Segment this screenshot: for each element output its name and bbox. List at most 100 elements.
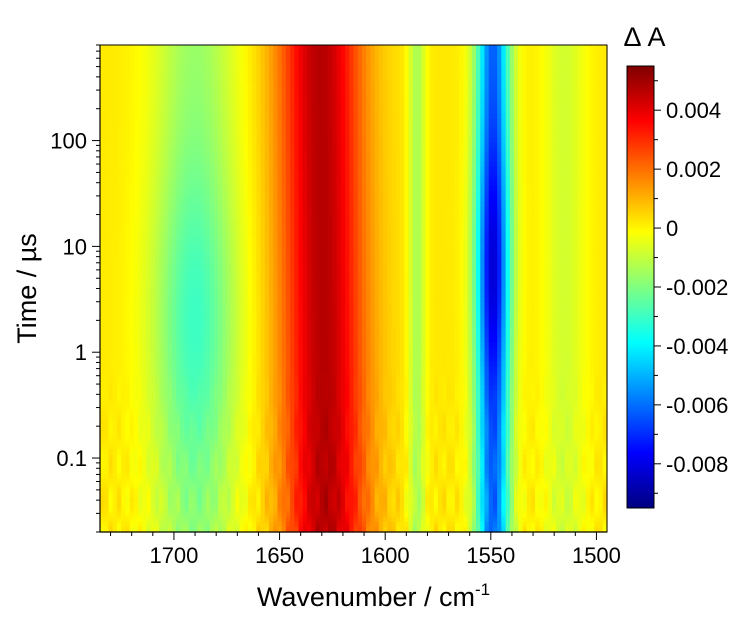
heatmap-cell (476, 230, 481, 236)
heatmap-cell (459, 45, 464, 51)
heatmap-cell (454, 205, 460, 212)
heatmap-cell (104, 230, 110, 236)
heatmap-cell (201, 176, 207, 182)
heatmap-cell (302, 181, 308, 187)
heatmap-cell (349, 234, 355, 241)
heatmap-cell (247, 137, 253, 143)
heatmap-cell (399, 45, 405, 51)
heatmap-cell (116, 108, 122, 114)
heatmap-cell (125, 171, 131, 178)
heatmap-cell (442, 166, 448, 173)
heatmap-cell (150, 103, 156, 109)
heatmap-cell (142, 171, 148, 178)
heatmap-cell (526, 108, 532, 114)
heatmap-cell (176, 210, 181, 217)
heatmap-cell (429, 137, 435, 143)
heatmap-cell (476, 225, 481, 231)
heatmap-cell (116, 161, 122, 168)
heatmap-cell (467, 122, 473, 129)
heatmap-cell (370, 98, 376, 105)
heatmap-cell (429, 161, 435, 168)
heatmap-cell (184, 239, 190, 246)
heatmap-cell (315, 98, 321, 105)
heatmap-cell (509, 230, 515, 236)
heatmap-cell (353, 239, 359, 246)
heatmap-cell (399, 230, 405, 236)
heatmap-cell (302, 186, 308, 192)
heatmap-cell (378, 132, 384, 139)
heatmap-cell (395, 54, 401, 61)
heatmap-cell (353, 108, 359, 114)
heatmap-cell (581, 137, 587, 143)
heatmap-cell (391, 49, 397, 56)
heatmap-cell (547, 234, 553, 241)
heatmap-cell (492, 59, 498, 66)
heatmap-cell (412, 127, 418, 134)
heatmap-cell (285, 108, 291, 114)
heatmap-cell (505, 205, 511, 212)
heatmap-cell (514, 93, 519, 100)
heatmap-cell (201, 93, 207, 100)
heatmap-cell (556, 215, 562, 221)
heatmap-cell (577, 220, 583, 226)
heatmap-cell (192, 59, 198, 66)
heatmap-cell (602, 200, 608, 207)
heatmap-cell (370, 152, 376, 158)
heatmap-cell (176, 113, 181, 119)
heatmap-cell (585, 132, 591, 139)
heatmap-cell (273, 98, 279, 105)
heatmap-cell (463, 205, 469, 212)
heatmap-cell (235, 88, 241, 95)
heatmap-cell (433, 234, 439, 241)
heatmap-cell (269, 176, 274, 182)
heatmap-cell (323, 186, 329, 192)
heatmap-cell (492, 45, 498, 51)
heatmap-cell (146, 171, 152, 178)
heatmap-cell (218, 59, 224, 66)
heatmap-cell (353, 118, 359, 124)
heatmap-cell (171, 98, 177, 105)
heatmap-cell (573, 171, 579, 178)
heatmap-cell (281, 93, 287, 100)
heatmap-cell (256, 220, 262, 226)
heatmap-cell (226, 54, 232, 61)
heatmap-cell (446, 176, 452, 182)
heatmap-cell (133, 152, 139, 158)
heatmap-cell (539, 191, 545, 197)
heatmap-cell (488, 74, 494, 80)
heatmap-cell (408, 205, 414, 212)
heatmap-cell (552, 59, 557, 66)
heatmap-cell (121, 54, 126, 61)
heatmap-cell (484, 186, 490, 192)
heatmap-cell (602, 176, 608, 182)
heatmap-cell (509, 215, 515, 221)
heatmap-cell (163, 113, 169, 119)
heatmap-cell (518, 239, 524, 246)
heatmap-cell (108, 195, 114, 202)
heatmap-cell (366, 127, 371, 134)
heatmap-cell (197, 239, 202, 246)
heatmap-cell (273, 171, 279, 178)
heatmap-cell (568, 93, 574, 100)
heatmap-cell (573, 137, 579, 143)
heatmap-cell (298, 230, 304, 236)
heatmap-cell (539, 230, 545, 236)
heatmap-cell (492, 79, 498, 85)
heatmap-cell (315, 132, 321, 139)
heatmap-cell (154, 176, 160, 182)
heatmap-cell (399, 103, 405, 109)
heatmap-cell (121, 225, 126, 231)
heatmap-cell (442, 83, 448, 90)
heatmap-cell (100, 137, 105, 143)
heatmap-cell (585, 93, 591, 100)
heatmap-cell (243, 54, 249, 61)
heatmap-cell (285, 113, 291, 119)
heatmap-cell (171, 88, 177, 95)
heatmap-cell (167, 49, 173, 56)
heatmap-cell (488, 83, 494, 90)
heatmap-cell (129, 234, 135, 241)
heatmap-cell (374, 118, 380, 124)
heatmap-cell (138, 49, 143, 56)
heatmap-cell (568, 132, 574, 139)
heatmap-cell (585, 186, 591, 192)
